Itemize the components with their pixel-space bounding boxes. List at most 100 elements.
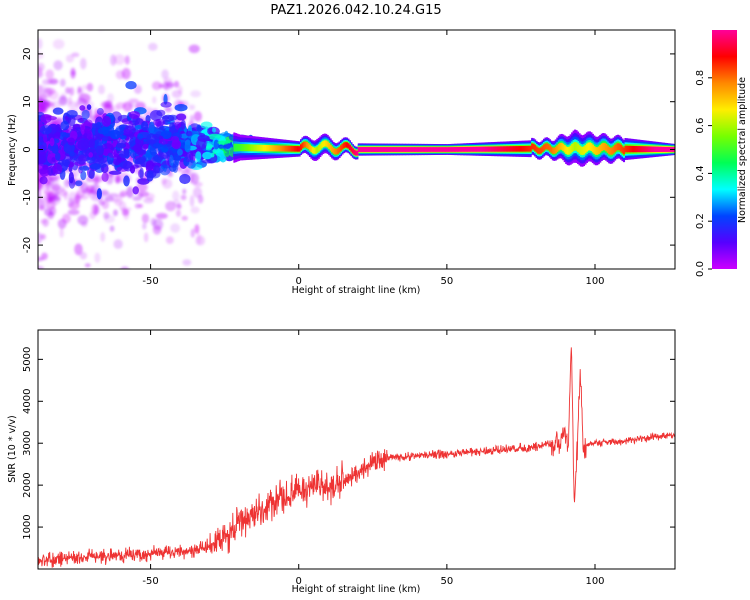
heatmap-cell xyxy=(421,147,424,152)
heatmap-cell xyxy=(385,147,389,152)
heatmap-cell xyxy=(651,146,654,153)
x-tick-label: 0 xyxy=(296,276,302,287)
heatmap-noise-blob xyxy=(165,236,174,244)
heatmap-cell xyxy=(531,143,534,150)
heatmap-cell xyxy=(537,147,540,154)
heatmap-cell xyxy=(433,147,436,152)
heatmap-cell xyxy=(542,144,546,151)
heatmap-blob xyxy=(108,152,119,158)
heatmap-cell xyxy=(526,145,529,152)
heatmap-blob xyxy=(146,170,154,182)
heatmap-band xyxy=(233,129,675,167)
heatmap-blob xyxy=(153,118,166,127)
heatmap-cell xyxy=(605,143,608,152)
heatmap-cell xyxy=(467,146,470,152)
heatmap-cell xyxy=(525,145,528,152)
heatmap-blob xyxy=(129,139,134,144)
heatmap-noise-blob xyxy=(138,203,144,209)
heatmap-cell xyxy=(308,144,311,151)
heatmap-cell xyxy=(550,146,553,153)
heatmap-noise-blob xyxy=(162,178,173,189)
heatmap-noise-blob xyxy=(77,97,87,106)
heatmap-cell xyxy=(488,146,491,152)
heatmap-cell xyxy=(608,146,611,155)
heatmap-cell xyxy=(449,147,452,152)
heatmap-cell xyxy=(627,145,630,153)
heatmap-noise-blob xyxy=(59,78,66,87)
heatmap-blob xyxy=(38,155,47,165)
heatmap-noise-blob xyxy=(115,70,125,80)
heatmap-noise-blob xyxy=(53,60,63,71)
heatmap-cell xyxy=(600,143,603,152)
heatmap-cell xyxy=(624,145,627,153)
heatmap-noise-blob xyxy=(82,187,93,195)
heatmap-blob xyxy=(161,114,175,122)
heatmap-cell xyxy=(568,146,571,155)
heatmap-cell xyxy=(622,147,626,155)
heatmap-cell xyxy=(292,145,295,152)
heatmap-noise-blob xyxy=(193,111,202,122)
colorbar-tick-label: 0.6 xyxy=(695,118,706,134)
heatmap-cell xyxy=(551,147,554,154)
heatmap-cell xyxy=(655,146,658,153)
heatmap-noise-blob xyxy=(113,239,123,250)
spectrogram-x-label: Height of straight line (km) xyxy=(292,285,421,296)
heatmap-cell xyxy=(572,142,575,151)
heatmap-blob xyxy=(61,159,71,167)
heatmap-cell xyxy=(252,144,255,152)
heatmap-noise-blob xyxy=(113,54,126,65)
heatmap-noise-blob xyxy=(52,38,65,50)
heatmap-blob xyxy=(68,171,74,184)
heatmap-cell xyxy=(621,146,624,154)
x-tick-label: 50 xyxy=(440,576,453,587)
heatmap-blob xyxy=(196,124,202,132)
heatmap-blob xyxy=(99,162,107,168)
heatmap-noise-blob xyxy=(81,84,88,90)
heatmap-cell xyxy=(548,145,551,152)
heatmap-cell xyxy=(255,144,258,152)
colorbar-tick-label: 0.4 xyxy=(695,165,706,181)
colorbar-ticks: 0.0 0.2 0.4 0.6 0.8 xyxy=(695,70,712,277)
heatmap-cell xyxy=(291,145,294,152)
heatmap-noise-blob xyxy=(51,185,59,191)
heatmap-blob xyxy=(195,151,202,161)
heatmap-cell xyxy=(504,146,507,152)
heatmap-cell xyxy=(658,146,661,152)
heatmap-noise-blob xyxy=(61,21,68,26)
heatmap-cell xyxy=(482,146,485,152)
heatmap-noise-blob xyxy=(98,84,105,95)
snr-y-label: SNR (10 * v/v) xyxy=(7,415,18,483)
heatmap-noise-blob xyxy=(38,62,45,72)
heatmap-noise-blob xyxy=(190,228,195,238)
heatmap-cell xyxy=(480,146,483,152)
heatmap-cell xyxy=(323,140,326,147)
heatmap-blob xyxy=(185,130,193,137)
heatmap-cell xyxy=(471,146,474,152)
heatmap-noise-blob xyxy=(182,188,187,195)
heatmap-cell xyxy=(325,140,328,147)
x-tick-label: -50 xyxy=(142,576,158,587)
heatmap-blob xyxy=(202,151,213,160)
heatmap-cell xyxy=(340,145,343,151)
heatmap-noise-blob xyxy=(124,55,130,65)
heatmap-cell xyxy=(508,146,511,152)
heatmap-cell xyxy=(294,146,297,152)
heatmap-cell xyxy=(405,147,408,152)
heatmap-blob xyxy=(125,80,137,90)
heatmap-cell xyxy=(400,147,403,152)
heatmap-blob xyxy=(39,168,50,177)
heatmap-noise-blob xyxy=(119,190,128,197)
heatmap-cell xyxy=(430,147,433,152)
heatmap-cell xyxy=(505,146,509,152)
heatmap-blob xyxy=(123,148,130,157)
heatmap-noise-blob xyxy=(148,42,158,51)
heatmap-blob xyxy=(114,127,126,136)
heatmap-cell xyxy=(297,146,300,152)
heatmap-noise-blob xyxy=(67,209,80,216)
heatmap-cell xyxy=(517,146,520,152)
heatmap-cell xyxy=(606,145,609,153)
heatmap-noise-blob xyxy=(99,189,109,197)
heatmap-cell xyxy=(477,146,480,152)
heatmap-cell xyxy=(380,147,383,152)
heatmap-blob xyxy=(51,157,56,163)
